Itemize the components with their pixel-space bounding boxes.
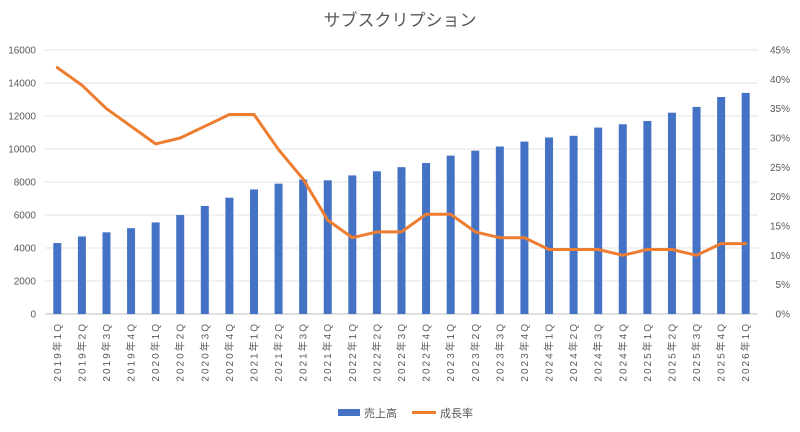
bar bbox=[225, 197, 234, 314]
category-label: 2026年1Q bbox=[739, 322, 752, 382]
right-tick-label: 10% bbox=[770, 251, 790, 262]
bar bbox=[299, 179, 308, 314]
legend-swatch-sales bbox=[338, 409, 360, 416]
left-tick-label: 14000 bbox=[8, 79, 36, 90]
bar bbox=[569, 135, 578, 314]
bar bbox=[422, 163, 431, 314]
right-tick-label: 5% bbox=[776, 280, 791, 291]
category-label: 2020年4Q bbox=[223, 322, 236, 382]
bar bbox=[200, 205, 209, 314]
category-label: 2023年1Q bbox=[444, 322, 457, 382]
left-tick-label: 0 bbox=[30, 310, 36, 321]
legend: 売上高 成長率 bbox=[338, 406, 473, 420]
bar bbox=[151, 222, 160, 314]
bar bbox=[545, 137, 554, 314]
right-tick-label: 30% bbox=[770, 134, 790, 145]
left-tick-label: 8000 bbox=[14, 178, 37, 189]
line-series bbox=[55, 66, 748, 257]
category-label: 2021年3Q bbox=[297, 322, 310, 382]
bar bbox=[618, 124, 627, 314]
category-label: 2022年4Q bbox=[420, 322, 433, 382]
bar bbox=[520, 141, 529, 314]
bar bbox=[643, 120, 652, 314]
right-tick-label: 35% bbox=[770, 104, 790, 115]
category-label: 2021年2Q bbox=[272, 322, 285, 382]
growth-line bbox=[55, 66, 748, 257]
left-tick-label: 10000 bbox=[8, 145, 36, 156]
bar bbox=[249, 189, 258, 314]
left-tick-label: 12000 bbox=[8, 112, 36, 123]
bar bbox=[348, 175, 357, 314]
right-tick-label: 15% bbox=[770, 222, 790, 233]
bar bbox=[323, 180, 332, 314]
bar bbox=[692, 106, 701, 314]
category-label: 2025年1Q bbox=[641, 322, 654, 382]
bar bbox=[102, 232, 111, 314]
bar bbox=[77, 236, 86, 314]
category-label: 2022年3Q bbox=[395, 322, 408, 382]
bar bbox=[495, 146, 504, 314]
category-label: 2020年3Q bbox=[198, 322, 211, 382]
bar bbox=[176, 215, 185, 314]
right-tick-label: 25% bbox=[770, 163, 790, 174]
left-tick-label: 6000 bbox=[14, 211, 37, 222]
bar-series bbox=[53, 92, 750, 315]
category-label: 2024年3Q bbox=[592, 322, 605, 382]
category-label: 2025年3Q bbox=[690, 322, 703, 382]
category-label: 2022年2Q bbox=[370, 322, 383, 382]
right-tick-label: 20% bbox=[770, 192, 790, 203]
category-label: 2025年4Q bbox=[715, 322, 728, 382]
category-label: 2025年2Q bbox=[665, 322, 678, 382]
bar bbox=[667, 112, 676, 314]
right-tick-label: 45% bbox=[770, 46, 790, 57]
left-axis: 0 2000 4000 6000 8000 10000 12000 14000 16000 bbox=[8, 46, 36, 321]
category-label: 2020年2Q bbox=[174, 322, 187, 382]
chart-title: サブスクリプション bbox=[324, 10, 477, 30]
category-label: 2020年1Q bbox=[149, 322, 162, 382]
category-label: 2023年4Q bbox=[518, 322, 531, 382]
category-label: 2023年3Q bbox=[493, 322, 506, 382]
category-label: 2022年1Q bbox=[346, 322, 359, 382]
left-tick-label: 2000 bbox=[14, 277, 37, 288]
left-tick-label: 16000 bbox=[8, 46, 36, 57]
bar bbox=[446, 155, 455, 314]
category-label: 2024年4Q bbox=[616, 322, 629, 382]
right-axis: 0% 5% 10% 15% 20% 25% 30% 35% 40% 45% bbox=[770, 46, 790, 321]
category-label: 2019年4Q bbox=[125, 322, 138, 382]
bar bbox=[372, 171, 381, 314]
category-label: 2019年3Q bbox=[100, 322, 113, 382]
bar bbox=[397, 167, 406, 314]
bar bbox=[594, 127, 603, 314]
category-label: 2021年1Q bbox=[247, 322, 260, 382]
category-label: 2023年2Q bbox=[469, 322, 482, 382]
category-label: 2024年2Q bbox=[567, 322, 580, 382]
bar bbox=[53, 243, 62, 314]
bar bbox=[741, 92, 750, 315]
category-axis: 2019年1Q 2019年2Q 2019年3Q 2019年4Q 2020年1Q 2020年… bbox=[51, 322, 752, 382]
category-label: 2021年4Q bbox=[321, 322, 334, 382]
left-tick-label: 4000 bbox=[14, 244, 37, 255]
legend-label-sales: 売上高 bbox=[364, 406, 397, 420]
category-label: 2024年1Q bbox=[543, 322, 556, 382]
category-label: 2019年1Q bbox=[51, 322, 64, 382]
bar bbox=[127, 228, 136, 314]
legend-label-growth: 成長率 bbox=[440, 406, 473, 420]
bar bbox=[274, 183, 283, 314]
right-tick-label: 0% bbox=[776, 310, 791, 321]
bar bbox=[717, 97, 726, 315]
category-label: 2019年2Q bbox=[75, 322, 88, 382]
right-tick-label: 40% bbox=[770, 75, 790, 86]
